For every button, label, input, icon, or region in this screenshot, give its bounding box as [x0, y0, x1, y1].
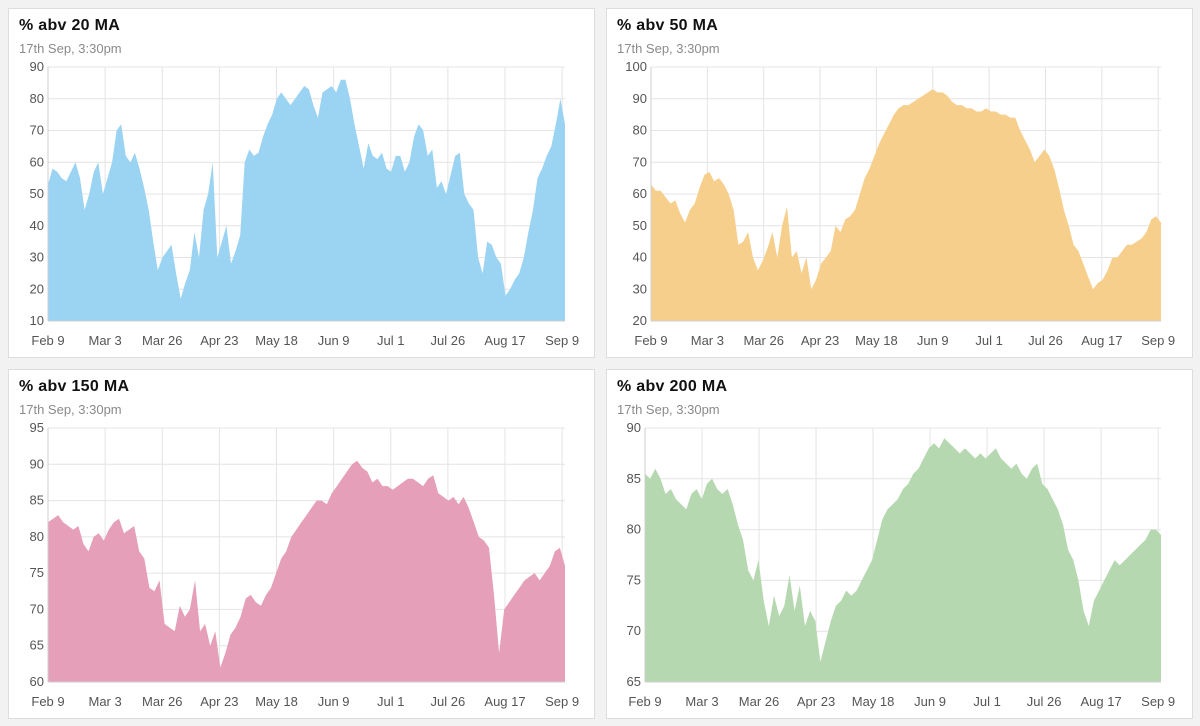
x-tick-label: Jul 1: [377, 694, 404, 709]
x-tick-label: Jul 1: [973, 694, 1000, 709]
y-tick-label: 10: [30, 313, 44, 328]
x-tick-label: May 18: [855, 333, 898, 348]
x-tick-label: Mar 26: [142, 694, 182, 709]
x-tick-label: Mar 26: [743, 333, 783, 348]
x-tick-label: Mar 3: [89, 333, 122, 348]
chart-title: % abv 20 MA: [19, 17, 121, 34]
x-tick-label: Apr 23: [200, 694, 238, 709]
chart-timestamp: 17th Sep, 3:30pm: [19, 402, 122, 417]
x-tick-label: Jun 9: [318, 333, 350, 348]
area-series: [645, 438, 1161, 682]
x-tick-label: Mar 3: [685, 694, 718, 709]
chart-title: % abv 50 MA: [617, 17, 719, 34]
x-tick-label: Jul 26: [1027, 694, 1062, 709]
chart-title: % abv 150 MA: [19, 378, 130, 395]
x-tick-label: Mar 3: [691, 333, 724, 348]
x-tick-label: Apr 23: [797, 694, 835, 709]
x-tick-label: Jul 1: [975, 333, 1002, 348]
x-tick-label: Sep 9: [545, 333, 579, 348]
y-tick-label: 100: [625, 59, 647, 74]
y-tick-label: 40: [30, 218, 44, 233]
y-tick-label: 40: [633, 250, 647, 265]
x-tick-label: Jul 1: [377, 333, 404, 348]
x-tick-label: Apr 23: [200, 333, 238, 348]
x-tick-label: Aug 17: [1081, 694, 1122, 709]
chart-timestamp: 17th Sep, 3:30pm: [617, 402, 720, 417]
y-tick-label: 85: [627, 471, 641, 486]
y-tick-label: 20: [633, 313, 647, 328]
x-tick-label: May 18: [255, 694, 298, 709]
x-tick-label: Feb 9: [628, 694, 661, 709]
x-tick-label: Feb 9: [31, 333, 64, 348]
chart-plot: 10 20 30 40 50 60 70 80 90 Feb 9 Mar 3 Mar 26 Apr 23…: [30, 59, 580, 348]
x-tick-label: Sep 9: [1141, 694, 1175, 709]
chart-card-20ma: % abv 20 MA 17th Sep, 3:30pm 10 20 30 40 50 6…: [8, 8, 595, 358]
x-tick-label: Feb 9: [31, 694, 64, 709]
y-tick-label: 60: [30, 154, 44, 169]
x-tick-label: Feb 9: [634, 333, 667, 348]
x-tick-label: Mar 26: [739, 694, 779, 709]
y-tick-label: 80: [633, 123, 647, 138]
chart-plot: 60 65 70 75 80 85 90 95 Feb 9 Mar 3 Mar 26 Apr 23 Ma…: [30, 420, 580, 709]
chart-card-200ma: % abv 200 MA 17th Sep, 3:30pm 65 70 75 80 85…: [606, 369, 1193, 719]
x-tick-label: May 18: [255, 333, 298, 348]
x-tick-label: Jun 9: [914, 694, 946, 709]
chart-title: % abv 200 MA: [617, 378, 728, 395]
x-tick-label: Sep 9: [545, 694, 579, 709]
y-tick-label: 30: [633, 281, 647, 296]
y-tick-label: 85: [30, 493, 44, 508]
y-tick-label: 70: [30, 123, 44, 138]
y-tick-label: 20: [30, 281, 44, 296]
x-tick-label: Jun 9: [318, 694, 350, 709]
y-tick-label: 75: [30, 565, 44, 580]
y-tick-label: 65: [627, 674, 641, 689]
x-tick-label: Mar 26: [142, 333, 182, 348]
chart-plot: 65 70 75 80 85 90 Feb 9 Mar 3 Mar 26 Apr 23 May 18…: [627, 420, 1176, 709]
x-tick-label: Jul 26: [1028, 333, 1063, 348]
chart-plot: 20 30 40 50 60 70 80 90 100 Feb 9 Mar 3 Mar 26 Apr 2…: [625, 59, 1175, 348]
y-tick-label: 90: [633, 91, 647, 106]
y-tick-label: 70: [633, 154, 647, 169]
chart-card-50ma: % abv 50 MA 17th Sep, 3:30pm 20 30 40 50 60 7…: [606, 8, 1193, 358]
x-tick-label: Mar 3: [89, 694, 122, 709]
y-tick-label: 80: [30, 529, 44, 544]
area-series: [651, 89, 1161, 321]
area-series: [48, 460, 565, 682]
y-tick-label: 80: [30, 91, 44, 106]
y-tick-label: 80: [627, 522, 641, 537]
y-tick-label: 75: [627, 572, 641, 587]
x-tick-label: Aug 17: [1081, 333, 1122, 348]
y-tick-label: 95: [30, 420, 44, 435]
area-series: [48, 79, 565, 321]
x-tick-label: Aug 17: [484, 333, 525, 348]
y-tick-label: 60: [633, 186, 647, 201]
y-tick-label: 90: [627, 420, 641, 435]
x-tick-label: Jun 9: [917, 333, 949, 348]
x-tick-label: Aug 17: [484, 694, 525, 709]
y-tick-label: 90: [30, 456, 44, 471]
x-tick-label: Apr 23: [801, 333, 839, 348]
x-tick-label: May 18: [852, 694, 895, 709]
y-tick-label: 60: [30, 674, 44, 689]
y-tick-label: 70: [627, 623, 641, 638]
y-tick-label: 50: [30, 186, 44, 201]
y-tick-label: 50: [633, 218, 647, 233]
y-tick-label: 70: [30, 601, 44, 616]
y-tick-label: 90: [30, 59, 44, 74]
chart-timestamp: 17th Sep, 3:30pm: [19, 41, 122, 56]
y-tick-label: 65: [30, 638, 44, 653]
chart-timestamp: 17th Sep, 3:30pm: [617, 41, 720, 56]
chart-card-150ma: % abv 150 MA 17th Sep, 3:30pm 60 65 70 75 80…: [8, 369, 595, 719]
x-tick-label: Jul 26: [431, 694, 466, 709]
x-tick-label: Jul 26: [431, 333, 466, 348]
x-tick-label: Sep 9: [1141, 333, 1175, 348]
y-tick-label: 30: [30, 250, 44, 265]
